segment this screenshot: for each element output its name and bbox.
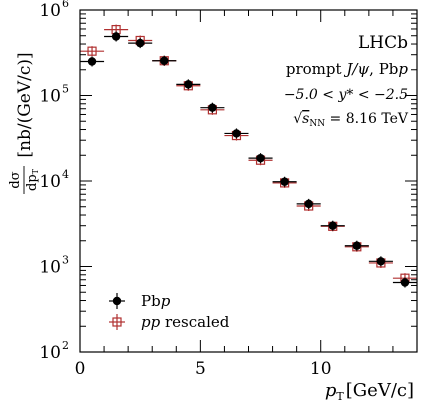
- pbp-point: [272, 176, 297, 187]
- process-post: , Pb: [369, 60, 398, 78]
- x-tick-label: 5: [195, 359, 206, 379]
- pbp-point: [344, 240, 369, 251]
- marker-circle: [208, 103, 217, 112]
- y-tick-exponent: 4: [62, 168, 69, 181]
- pbp-point: [224, 128, 249, 139]
- energy-s: s: [302, 111, 309, 127]
- marker-circle: [400, 278, 410, 287]
- energy-val: = 8.16 TeV: [325, 111, 409, 127]
- marker-circle: [135, 38, 145, 48]
- process-particle: J/ψ: [343, 60, 369, 78]
- marker-circle: [304, 199, 313, 209]
- marker-square: [87, 46, 97, 56]
- marker-circle: [256, 153, 265, 163]
- y-label-unit: [nb/(GeV/c)]: [15, 52, 35, 157]
- legend-marker-pbp: [109, 293, 125, 309]
- pbp-point: [80, 56, 105, 67]
- energy-sqrt: √: [293, 111, 302, 127]
- process-label: prompt J/ψ, Pbp: [286, 60, 409, 78]
- marker-circle: [160, 56, 169, 65]
- process-pre: prompt: [286, 60, 346, 78]
- marker-circle: [184, 80, 193, 89]
- experiment-label: LHCb: [358, 33, 408, 53]
- legend-marker-pp: [109, 314, 125, 330]
- y-label-numerator: dσ: [8, 171, 23, 188]
- pbp-point: [368, 256, 393, 267]
- y-tick-exponent: 2: [62, 339, 69, 352]
- x-tick-label: 10: [310, 359, 332, 379]
- x-axis-label: pT [GeV/c]: [325, 380, 414, 403]
- marker-circle: [111, 32, 121, 41]
- pbp-point: [392, 277, 417, 288]
- pbp-point: [200, 102, 225, 113]
- y-label-denominator: dpT: [25, 168, 40, 191]
- y-tick-exponent: 5: [62, 83, 69, 96]
- y-tick-exponent: 6: [62, 0, 69, 10]
- pbp-point: [296, 198, 321, 209]
- energy-label: √sNN = 8.16 TeV: [293, 111, 409, 129]
- rapidity-label: −5.0 < y* < −2.5: [284, 87, 408, 103]
- marker-circle: [232, 129, 241, 138]
- y-tick-label: 10: [39, 343, 61, 363]
- x-tick-label: 0: [75, 359, 86, 379]
- y-tick-label: 10: [39, 1, 61, 21]
- legend-label-pbp: Pbp: [141, 292, 171, 310]
- pbp-point: [128, 38, 153, 49]
- y-tick-label: 10: [39, 87, 61, 107]
- pbp-point: [320, 220, 345, 231]
- pp-point: [80, 46, 105, 57]
- marker-circle: [280, 177, 289, 186]
- pbp-point: [152, 55, 177, 66]
- pbp-point: [104, 31, 129, 42]
- process-p: p: [398, 60, 408, 78]
- y-axis-label: dσ dpT [nb/(GeV/c)]: [8, 52, 40, 194]
- y-tick-label: 10: [39, 258, 61, 278]
- pbp-point: [176, 79, 201, 90]
- legend: Pbp pp rescaled: [109, 292, 230, 331]
- marker-circle: [328, 221, 337, 230]
- y-tick-label: 10: [39, 172, 61, 192]
- pbp-point: [248, 153, 273, 164]
- marker-circle: [352, 241, 362, 250]
- legend-label-pp: pp rescaled: [141, 313, 230, 331]
- marker-circle: [376, 257, 386, 266]
- plot-layer: [80, 24, 417, 288]
- marker-circle: [87, 57, 97, 66]
- energy-sub: NN: [309, 119, 325, 129]
- y-tick-exponent: 3: [62, 254, 69, 267]
